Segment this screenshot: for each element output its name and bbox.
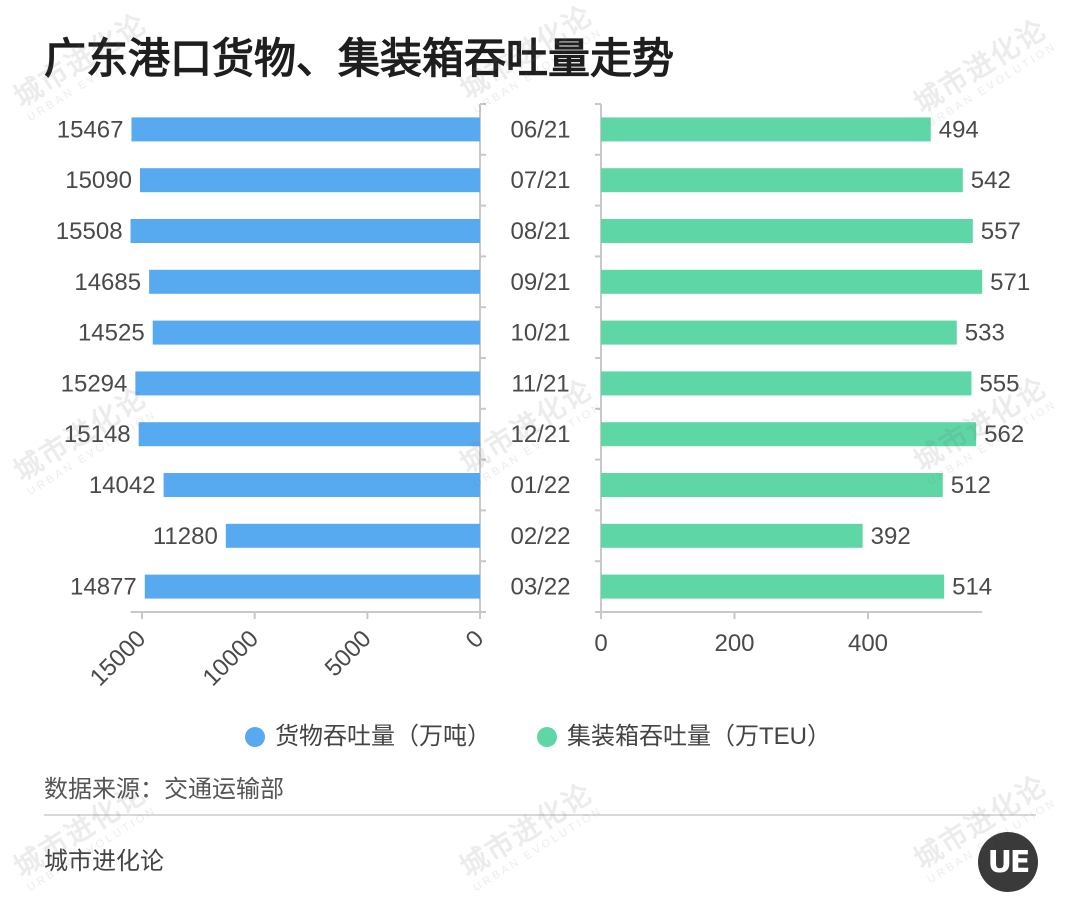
- category-label: 08/21: [510, 218, 570, 245]
- cargo-value-label: 14685: [74, 269, 141, 296]
- cargo-value-label: 14525: [78, 320, 145, 347]
- container-bar: [601, 473, 943, 497]
- cargo-value-label: 14877: [70, 574, 137, 601]
- cargo-bar: [163, 473, 481, 497]
- legend-dot-container: [537, 727, 557, 747]
- brand-name: 城市进化论: [44, 848, 164, 875]
- cargo-bar: [138, 422, 480, 447]
- cargo-bar: [225, 523, 480, 548]
- footer-divider: [44, 814, 1036, 816]
- container-value-label: 533: [965, 320, 1005, 347]
- watermark: 城市进化论 URBAN EVOLUTION: [454, 777, 605, 894]
- container-bar: [601, 523, 863, 548]
- cargo-bar: [131, 117, 480, 142]
- cargo-value-label: 14042: [89, 472, 156, 499]
- container-value-label: 562: [984, 421, 1024, 448]
- watermark-text: 城市进化论: [454, 777, 599, 884]
- category-label: 02/22: [510, 523, 570, 550]
- category-label: 01/22: [510, 472, 570, 499]
- cargo-value-label: 11280: [153, 523, 218, 550]
- category-label: 10/21: [510, 320, 570, 347]
- container-value-label: 512: [951, 472, 991, 499]
- right-axis-tick-label: 400: [848, 630, 888, 657]
- category-label: 06/21: [510, 116, 570, 143]
- right-axis-tick-label: 0: [594, 630, 607, 657]
- container-value-label: 571: [990, 269, 1030, 296]
- legend-item-container: 集装箱吞吐量（万TEU）: [537, 723, 831, 751]
- legend-label-container: 集装箱吞吐量（万TEU）: [567, 723, 831, 750]
- container-bar: [601, 422, 977, 447]
- cargo-bar: [152, 320, 480, 345]
- category-label: 09/21: [510, 269, 570, 296]
- cargo-bar: [130, 219, 480, 243]
- butterfly-bar-chart: 15467 494 06/21 15090 542 07/21 15508 557 08/21 1…: [56, 103, 1030, 691]
- legend-dot-cargo: [245, 727, 265, 747]
- container-value-label: 494: [939, 116, 979, 143]
- cargo-bar: [139, 168, 481, 193]
- container-bar: [601, 371, 972, 396]
- cargo-value-label: 15294: [61, 370, 128, 397]
- cargo-bar: [144, 574, 480, 599]
- chart-title: 广东港口货物、集装箱吞吐量走势: [44, 35, 675, 82]
- container-bar: [601, 168, 963, 193]
- left-axis-tick-label: 10000: [198, 625, 264, 691]
- container-value-label: 555: [979, 370, 1019, 397]
- left-axis-tick-label: 15000: [85, 625, 151, 691]
- cargo-value-label: 15467: [57, 116, 124, 143]
- cargo-bar: [149, 269, 480, 294]
- category-label: 07/21: [510, 167, 570, 194]
- legend-label-cargo: 货物吞吐量（万吨）: [275, 723, 491, 750]
- logo-text: UE: [987, 844, 1031, 880]
- cargo-value-label: 15148: [64, 421, 131, 448]
- container-value-label: 557: [981, 218, 1021, 245]
- category-label: 12/21: [510, 421, 570, 448]
- container-value-label: 392: [871, 523, 911, 550]
- container-value-label: 542: [971, 167, 1011, 194]
- container-value-label: 514: [952, 574, 992, 601]
- legend-item-cargo: 货物吞吐量（万吨）: [245, 723, 491, 751]
- cargo-value-label: 15508: [56, 218, 123, 245]
- left-axis-tick-label: 5000: [320, 625, 377, 682]
- cargo-bar: [135, 371, 481, 396]
- container-bar: [601, 269, 983, 294]
- cargo-value-label: 15090: [65, 167, 132, 194]
- container-bar: [601, 219, 973, 243]
- container-bar: [601, 117, 931, 142]
- container-bar: [601, 574, 945, 599]
- right-axis-tick-label: 200: [714, 630, 754, 657]
- container-bar: [601, 320, 957, 345]
- left-axis-tick-label: 0: [461, 625, 490, 654]
- category-label: 03/22: [510, 574, 570, 601]
- brand-logo: UE: [978, 832, 1038, 892]
- data-source: 数据来源：交通运输部: [44, 776, 284, 803]
- category-label: 11/21: [511, 370, 569, 397]
- watermark-subtext: URBAN EVOLUTION: [471, 804, 605, 894]
